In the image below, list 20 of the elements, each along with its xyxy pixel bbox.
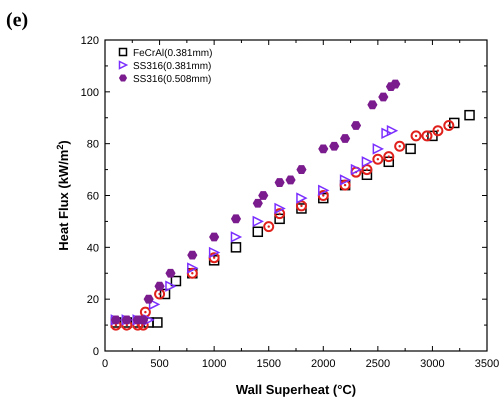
y-tick-label: 0 (92, 346, 99, 358)
legend-label: FeCrAl(0.381mm) (133, 48, 212, 59)
x-axis-title: Wall Superheat (°C) (236, 382, 356, 397)
legend-label: SS316(0.508mm) (133, 74, 212, 85)
y-tick-label: 40 (86, 242, 99, 254)
legend-label: SS316(0.381mm) (133, 61, 212, 72)
y-tick-label: 100 (80, 86, 99, 99)
y-tick-label: 120 (80, 35, 99, 47)
y-tick-label: 60 (86, 190, 99, 202)
x-tick-label: 2500 (366, 358, 390, 370)
x-tick-label: 500 (150, 358, 169, 370)
x-tick-label: 1500 (256, 358, 281, 370)
x-tick-label: 1000 (202, 358, 226, 370)
x-tick-label: 3000 (420, 358, 445, 370)
chart-title: (e) (6, 9, 28, 31)
x-tick-label: 2000 (311, 358, 336, 370)
x-tick-label: 0 (102, 358, 108, 370)
y-tick-label: 80 (86, 138, 99, 151)
y-tick-label: 20 (86, 294, 99, 306)
x-tick-label: 3500 (474, 358, 500, 370)
